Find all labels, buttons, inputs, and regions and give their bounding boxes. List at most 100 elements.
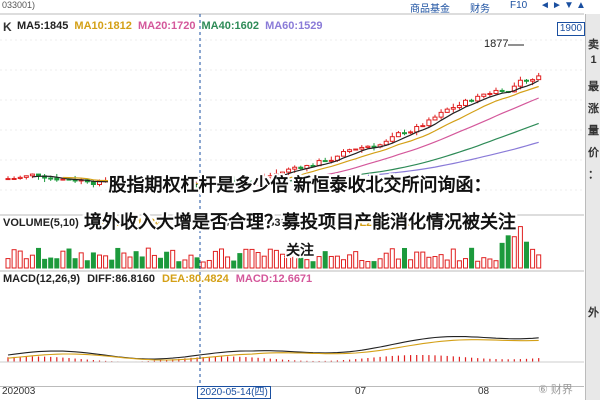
- candle-body: [371, 145, 377, 148]
- toolbar-link-finance[interactable]: 财务: [470, 4, 490, 15]
- volume-bar: [322, 251, 328, 269]
- candle-body: [475, 95, 481, 102]
- volume-bar: [469, 247, 475, 269]
- candle-body: [487, 92, 493, 95]
- side-btn-price[interactable]: 价: [588, 147, 599, 159]
- candle-body: [322, 160, 328, 163]
- candle-body: [456, 104, 462, 109]
- candle-body: [353, 148, 359, 151]
- date-label-08: 08: [478, 386, 490, 397]
- date-label-07: 07: [355, 386, 367, 397]
- ma5-label: MA5:1845: [17, 20, 69, 32]
- side-btn-colon: ：: [588, 169, 599, 181]
- volume-bar: [170, 249, 176, 269]
- volume-bar: [54, 258, 60, 269]
- volume-bar: [255, 252, 261, 269]
- candle-body: [17, 176, 23, 179]
- ma60-line: [367, 141, 539, 176]
- candle-body: [292, 166, 298, 170]
- volume-bar: [408, 259, 414, 269]
- volume-bar: [121, 252, 127, 269]
- diff-value: DIFF:86.8160: [87, 273, 155, 285]
- candle-body: [243, 183, 249, 186]
- arrow-up-icon[interactable]: ▲: [576, 0, 586, 11]
- side-btn-change[interactable]: 涨: [588, 103, 599, 115]
- stock-code: 033001): [2, 0, 36, 10]
- volume-bar: [304, 259, 310, 269]
- volume-bar: [261, 255, 267, 269]
- candle-body: [420, 125, 426, 128]
- candle-body: [426, 119, 432, 127]
- volume-bar: [524, 241, 529, 269]
- macd-params: MACD(12,26,9): [3, 273, 81, 285]
- volume-bar: [11, 249, 17, 269]
- side-btn-volume[interactable]: 量: [588, 125, 599, 137]
- ma20-line: [123, 97, 539, 184]
- arrow-down-icon[interactable]: ▼: [564, 0, 574, 11]
- volume-bar: [517, 226, 523, 269]
- volume-bar: [383, 252, 389, 269]
- volume-bar: [353, 251, 359, 269]
- volume-bar: [164, 251, 170, 269]
- volume-bar: [438, 254, 444, 269]
- current-price-box: 1900: [557, 22, 585, 36]
- arrow-right-icon[interactable]: ►: [552, 0, 562, 11]
- volume-bar: [475, 260, 481, 269]
- volume-bar: [505, 235, 511, 269]
- toolbar-link-f10[interactable]: F10: [510, 0, 528, 11]
- volume-bar: [450, 248, 456, 269]
- ma5-line: [32, 80, 539, 186]
- volume-bar: [243, 248, 249, 269]
- volume-legend: VOLUME(5,10) VOLUME:1284711.000 MAVOL1:1…: [3, 217, 446, 229]
- volume-bar: [426, 256, 432, 269]
- volume-bar: [365, 261, 371, 269]
- diff-line: [7, 335, 539, 360]
- volume-bar: [395, 258, 401, 269]
- volume-bar: [139, 256, 145, 269]
- arrow-left-icon[interactable]: ◄: [540, 0, 550, 11]
- candle-body: [170, 182, 176, 186]
- volume-params: VOLUME(5,10): [3, 217, 79, 229]
- volume-bar: [231, 260, 237, 269]
- candle-body: [444, 108, 450, 113]
- candle-body: [481, 93, 487, 97]
- volume-bar: [42, 258, 48, 269]
- headline-line-1: 股指期权杠杆是多少倍 新恒泰收北交所问询函：: [108, 175, 492, 195]
- side-btn-sell[interactable]: 卖: [588, 39, 599, 51]
- volume-bar: [206, 259, 212, 269]
- chart-canvas[interactable]: [0, 0, 584, 386]
- side-btn-latest[interactable]: 最: [588, 81, 599, 93]
- candle-body: [11, 177, 17, 180]
- volume-bar: [267, 248, 273, 269]
- mavol2-value: MAVOL2:1001807.8000: [327, 217, 447, 229]
- volume-bar: [273, 249, 279, 269]
- candle-body: [5, 178, 11, 181]
- volume-bar: [487, 258, 493, 269]
- volume-bar: [237, 253, 243, 269]
- volume-bar: [530, 248, 536, 269]
- volume-bar: [29, 254, 35, 269]
- volume-bar: [90, 252, 96, 269]
- volume-value: VOLUME:1284711.000: [85, 217, 201, 229]
- volume-bar: [377, 258, 383, 269]
- volume-bar: [109, 259, 115, 269]
- dea-line: [7, 339, 539, 361]
- volume-bar: [511, 236, 517, 269]
- side-btn-outer[interactable]: 外: [588, 307, 599, 319]
- volume-bar: [280, 253, 285, 269]
- headline-line-2: 境外收入大增是否合理？募投项目产能消化情况被关注: [84, 212, 516, 232]
- volume-bar: [402, 247, 407, 269]
- watermark: ⑥ 财界: [538, 384, 573, 396]
- selected-date[interactable]: 2020-05-14(四): [197, 386, 271, 399]
- volume-bar: [127, 256, 133, 269]
- mavol1-value: MAVOL1:1483681.000: [207, 217, 321, 229]
- macd-legend: MACD(12,26,9) DIFF:86.8160 DEA:80.4824 M…: [3, 273, 312, 285]
- volume-bar: [200, 261, 206, 269]
- toolbar-link-fund[interactable]: 商品基金: [410, 4, 450, 15]
- ma60-label: MA60:1529: [265, 20, 323, 32]
- volume-bar: [188, 254, 194, 269]
- volume-bar: [219, 248, 224, 269]
- volume-bar: [493, 260, 499, 269]
- candle-body: [328, 159, 334, 162]
- side-btn-1[interactable]: 1: [590, 54, 597, 66]
